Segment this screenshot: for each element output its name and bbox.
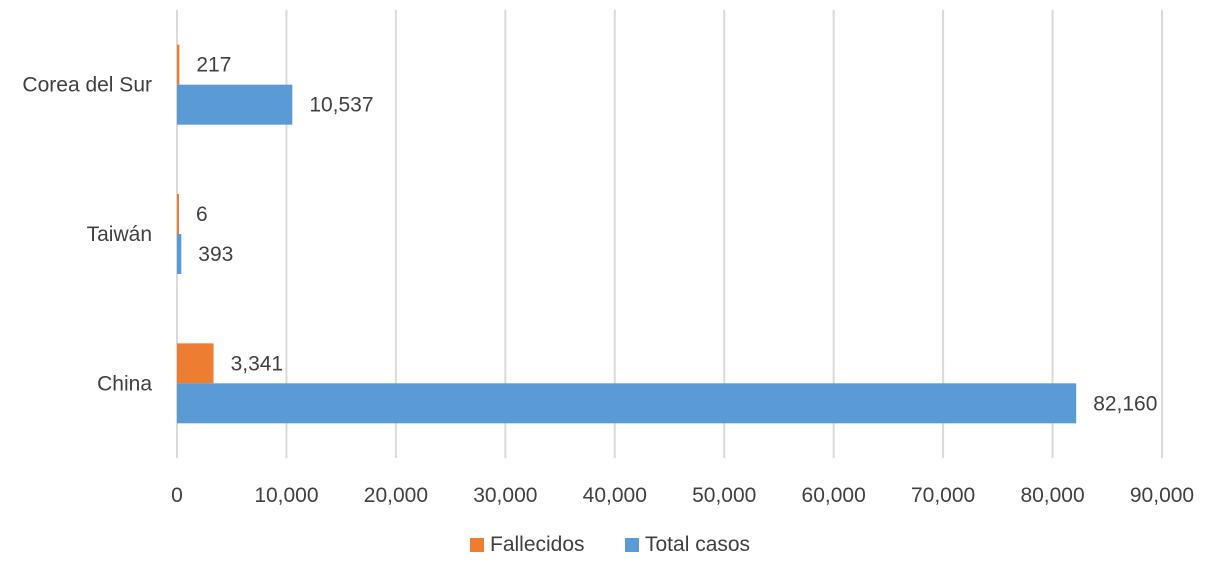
- x-tick-label: 30,000: [473, 484, 537, 507]
- legend-label: Fallecidos: [490, 533, 585, 556]
- x-tick-label: 70,000: [911, 484, 975, 507]
- data-label: 82,160: [1093, 392, 1157, 415]
- legend-swatch: [470, 538, 484, 552]
- legend-swatch: [625, 538, 639, 552]
- x-tick-label: 90,000: [1130, 484, 1194, 507]
- data-label: 6: [196, 203, 208, 226]
- legend: Fallecidos Total casos: [470, 533, 750, 556]
- x-tick-label: 80,000: [1020, 484, 1084, 507]
- bars: [177, 44, 1077, 424]
- x-tick-label: 20,000: [364, 484, 428, 507]
- x-tick-label: 50,000: [692, 484, 756, 507]
- data-label: 10,537: [309, 94, 373, 117]
- x-axis-tick-labels: 0 10,000 20,000 30,000 40,000 50,000 60,000 70,…: [171, 484, 1194, 507]
- bar-total-casos: [177, 84, 293, 125]
- data-label: 3,341: [231, 352, 284, 375]
- bar-total-casos: [177, 383, 1077, 424]
- bar-fallecidos: [177, 44, 180, 85]
- bar-fallecidos: [177, 194, 179, 234]
- data-labels: 3,341 82,160 6 393 217 10,537: [196, 54, 1157, 416]
- bar-fallecidos: [177, 343, 214, 384]
- category-label: Taiwán: [87, 223, 152, 246]
- legend-label: Total casos: [645, 533, 750, 556]
- x-tick-label: 10,000: [254, 484, 318, 507]
- data-label: 393: [198, 243, 233, 266]
- x-tick-label: 0: [171, 484, 183, 507]
- data-label: 217: [196, 54, 231, 77]
- category-label: Corea del Sur: [22, 74, 152, 97]
- x-tick-label: 60,000: [802, 484, 866, 507]
- x-tick-label: 40,000: [583, 484, 647, 507]
- category-labels: China Taiwán Corea del Sur: [22, 74, 152, 396]
- category-label: China: [97, 372, 152, 395]
- bar-total-casos: [177, 234, 182, 274]
